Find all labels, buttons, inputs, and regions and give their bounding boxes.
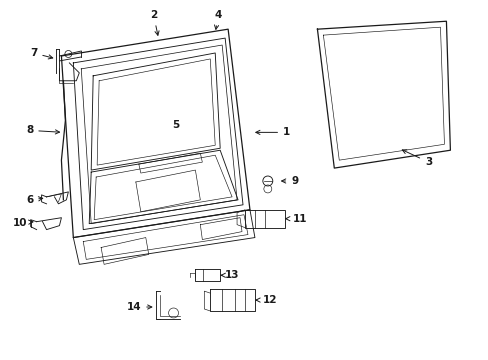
Text: 7: 7: [30, 48, 53, 59]
Text: 8: 8: [26, 125, 60, 135]
Bar: [244, 210, 284, 228]
Text: 5: 5: [172, 121, 179, 130]
Text: 1: 1: [255, 127, 290, 138]
Text: 10: 10: [13, 218, 33, 228]
Text: 12: 12: [256, 295, 277, 305]
Text: 6: 6: [26, 195, 42, 205]
Text: 3: 3: [402, 150, 431, 167]
Text: 14: 14: [126, 302, 151, 312]
Text: 11: 11: [285, 214, 306, 224]
Text: 2: 2: [150, 10, 159, 35]
Text: 4: 4: [214, 10, 222, 29]
Text: 9: 9: [281, 176, 298, 186]
Text: 13: 13: [221, 270, 239, 280]
